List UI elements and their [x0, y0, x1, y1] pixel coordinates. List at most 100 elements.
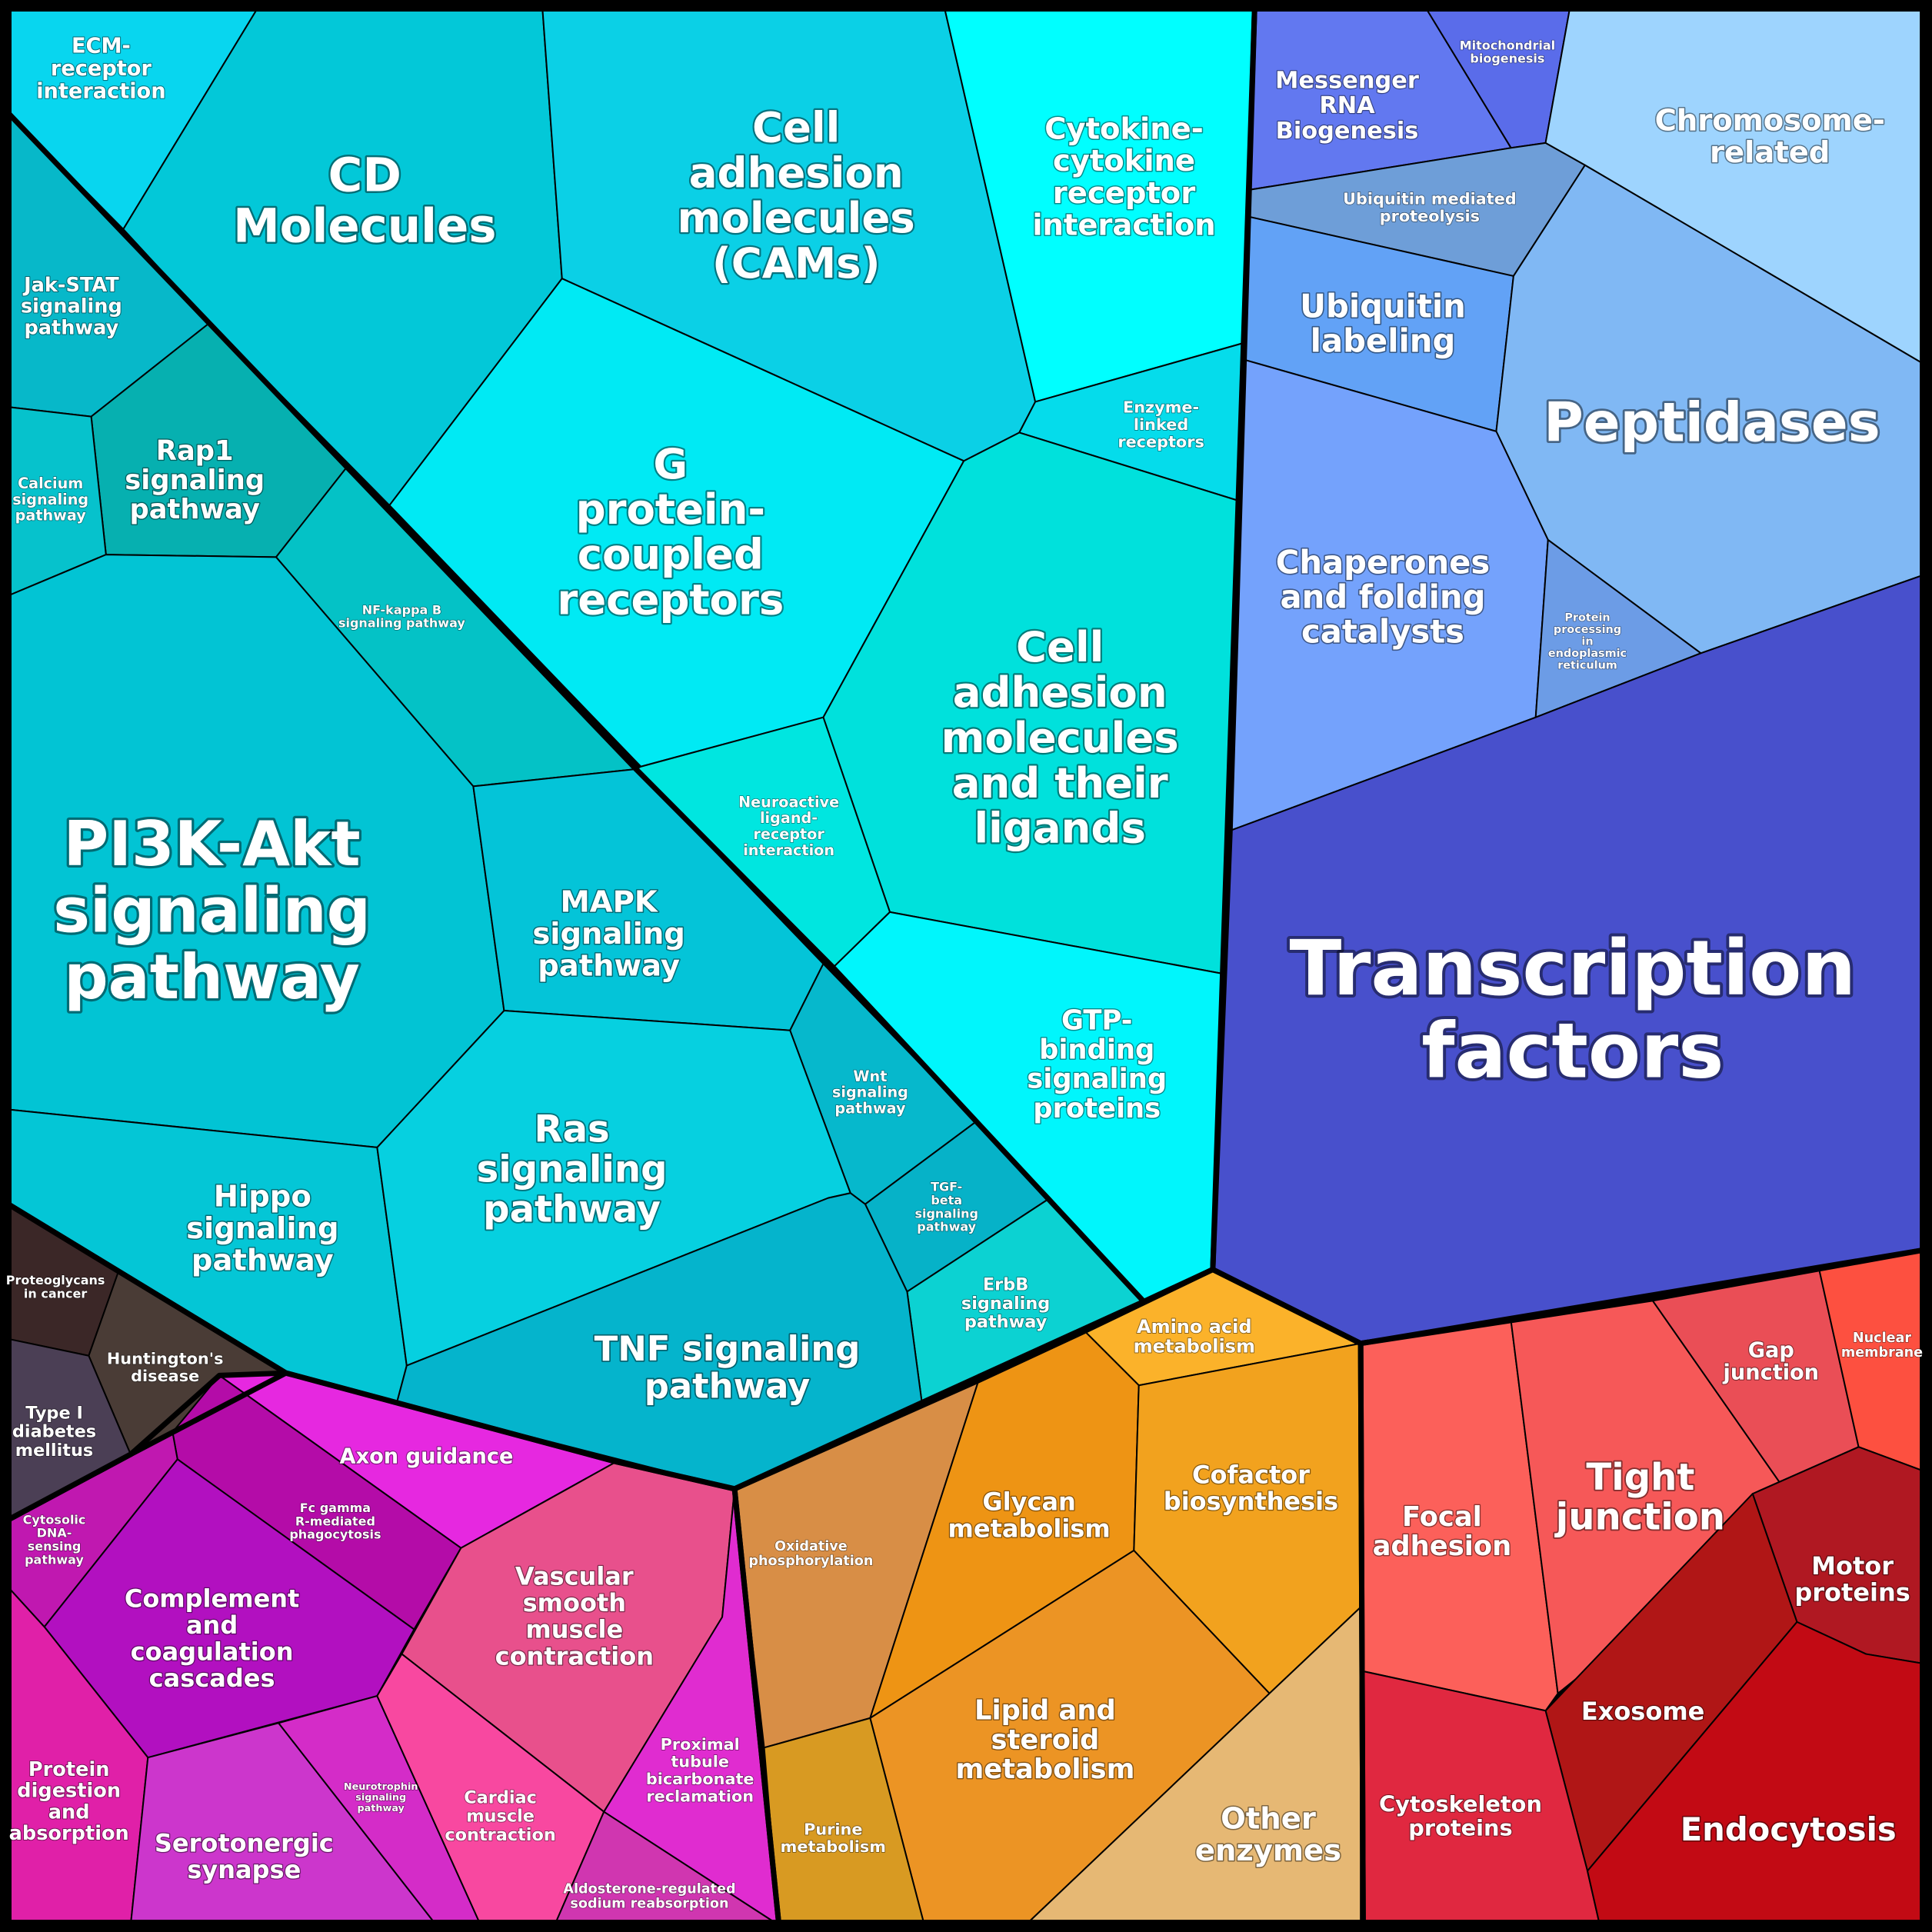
- label-line: Biogenesis: [1276, 118, 1419, 145]
- label-line: muscle: [466, 1807, 535, 1827]
- label-line: Cell: [752, 103, 840, 152]
- label-line: receptor: [1053, 176, 1195, 211]
- label-line: Amino acid: [1137, 1316, 1252, 1337]
- label-erbb-signaling-pathway: ErbB signaling pathway: [961, 1275, 1050, 1332]
- label-line: Vascular: [515, 1562, 634, 1591]
- label-line: Protein: [1564, 611, 1610, 624]
- label-line: and: [48, 1800, 90, 1824]
- label-line: Cofactor: [1192, 1460, 1310, 1489]
- label-line: adhesion: [953, 668, 1168, 717]
- label-line: smooth: [523, 1588, 626, 1617]
- label-line: ligand-: [760, 809, 818, 827]
- label-line: MAPK: [561, 884, 658, 919]
- label-hippo-signaling-pathway: Hippo signaling pathway: [186, 1179, 338, 1277]
- label-line: cascades: [149, 1664, 275, 1693]
- label-line: molecules: [678, 193, 915, 242]
- label-line: reticulum: [1557, 660, 1617, 672]
- label-line: and their: [952, 758, 1168, 808]
- label-line: Wnt: [853, 1068, 887, 1085]
- label-line: Rap1: [156, 435, 234, 467]
- label-line: Other: [1221, 1802, 1316, 1837]
- label-cytosolic-dna-sensing-pathway: Cytosolic DNA-sensing pathway: [23, 1512, 86, 1567]
- label-line: pathway: [25, 1552, 84, 1567]
- label-line: and folding: [1281, 578, 1486, 616]
- label-line: reclamation: [646, 1787, 754, 1805]
- label-motor-proteins: Motor proteins: [1794, 1551, 1910, 1607]
- label-aldosterone-regulated-sodium-reabsorption: Aldosterone-regulated sodium reabsorption: [563, 1882, 735, 1912]
- label-line: Cell: [1016, 622, 1104, 671]
- label-protein-digestion-and-absorption: Protein digestion and absorption: [9, 1758, 129, 1845]
- label-line: membrane: [1841, 1345, 1923, 1361]
- label-line: metabolism: [1134, 1336, 1255, 1357]
- label-line: Proximal: [661, 1735, 740, 1754]
- label-line: Type I: [25, 1403, 83, 1423]
- label-line: bicarbonate: [646, 1770, 754, 1788]
- label-line: metabolism: [948, 1514, 1111, 1543]
- label-cardiac-muscle-contraction: Cardiac muscle contraction: [445, 1787, 555, 1845]
- label-line: signaling: [532, 917, 685, 951]
- label-ubiquitin-labeling: Ubiquitin labeling: [1300, 287, 1466, 359]
- label-line: Chaperones: [1276, 544, 1490, 581]
- label-line: digestion: [17, 1780, 121, 1803]
- label-line: (CAMs): [712, 238, 881, 288]
- label-axon-guidance: Axon guidance: [340, 1444, 514, 1468]
- label-line: absorption: [9, 1822, 129, 1845]
- label-line: Ras: [535, 1108, 610, 1151]
- label-line: adhesion: [1373, 1531, 1512, 1562]
- label-line: Transcription: [1289, 924, 1856, 1013]
- label-cytoskeleton-proteins: Cytoskeleton proteins: [1379, 1790, 1542, 1840]
- label-line: pathway: [834, 1100, 906, 1118]
- label-line: Molecules: [233, 198, 496, 253]
- label-tight-junction: Tight junction: [1554, 1456, 1725, 1539]
- label-protein-processing-in-endoplasmic-reticulum: Protein processing in endoplasmic reticulum: [1548, 611, 1627, 671]
- label-line: coupled: [578, 530, 764, 579]
- label-line: in cancer: [24, 1286, 87, 1301]
- label-line: Neuroactive: [738, 793, 839, 811]
- label-cofactor-biosynthesis: Cofactor biosynthesis: [1164, 1460, 1338, 1516]
- label-line: interaction: [743, 841, 834, 859]
- label-line: Peptidases: [1544, 391, 1880, 454]
- label-huntingtons-disease: Huntington's disease: [107, 1349, 224, 1385]
- label-cd-molecules: CD Molecules: [233, 148, 496, 254]
- label-line: Cytokine-: [1044, 112, 1204, 147]
- label-line: signaling pathway: [338, 616, 465, 631]
- label-line: biosynthesis: [1164, 1487, 1338, 1516]
- label-line: sensing: [28, 1539, 82, 1554]
- label-line: Cytosolic: [23, 1512, 86, 1527]
- label-proximal-tubule-bicarbonate-reclamation: Proximal tubule bicarbonate reclamation: [646, 1735, 754, 1806]
- label-line: molecules: [941, 713, 1179, 762]
- label-gtp-binding-signaling-proteins: GTP-binding signaling proteins: [1027, 1005, 1167, 1124]
- label-line: Fc gamma: [300, 1501, 371, 1515]
- label-jak-stat-signaling-pathway: Jak-STAT signaling pathway: [21, 274, 122, 339]
- label-line: contraction: [445, 1825, 555, 1845]
- label-line: pathway: [24, 316, 118, 339]
- label-line: TNF signaling: [595, 1328, 861, 1369]
- label-endocytosis: Endocytosis: [1681, 1810, 1897, 1848]
- label-line: processing: [1554, 624, 1621, 636]
- label-line: Cytoskeleton: [1379, 1790, 1542, 1817]
- label-line: phosphorylation: [748, 1554, 873, 1569]
- label-line: linked: [1134, 415, 1188, 434]
- label-transcription-factors: Transcription factors: [1289, 924, 1856, 1095]
- label-line: Protein: [28, 1758, 110, 1781]
- label-line: Mitochondrial: [1460, 38, 1555, 52]
- label-line: Complement: [125, 1584, 300, 1613]
- label-line: pathway: [129, 494, 259, 525]
- label-line: tubule: [671, 1752, 729, 1770]
- label-line: disease: [131, 1367, 199, 1385]
- label-chaperones-and-folding-catalysts: Chaperones and folding catalysts: [1276, 544, 1490, 651]
- label-line: interaction: [1032, 208, 1215, 242]
- label-cell-adhesion-molecules-and-their-ligands: Cell adhesion molecules and their ligands: [941, 622, 1179, 852]
- label-line: receptors: [1118, 432, 1204, 451]
- label-line: signaling: [477, 1148, 668, 1191]
- label-gap-junction: Gap junction: [1723, 1338, 1820, 1384]
- label-line: ErbB: [983, 1275, 1028, 1295]
- label-line: enzymes: [1195, 1834, 1341, 1868]
- label-cytokine-cytokine-receptor-interaction: Cytokine-cytokine receptor interaction: [1032, 112, 1215, 243]
- label-line: contraction: [495, 1641, 654, 1671]
- label-line: Oxidative: [774, 1539, 848, 1554]
- label-line: Gap: [1748, 1338, 1794, 1362]
- label-rap1-signaling-pathway: Rap1 signaling pathway: [125, 435, 265, 525]
